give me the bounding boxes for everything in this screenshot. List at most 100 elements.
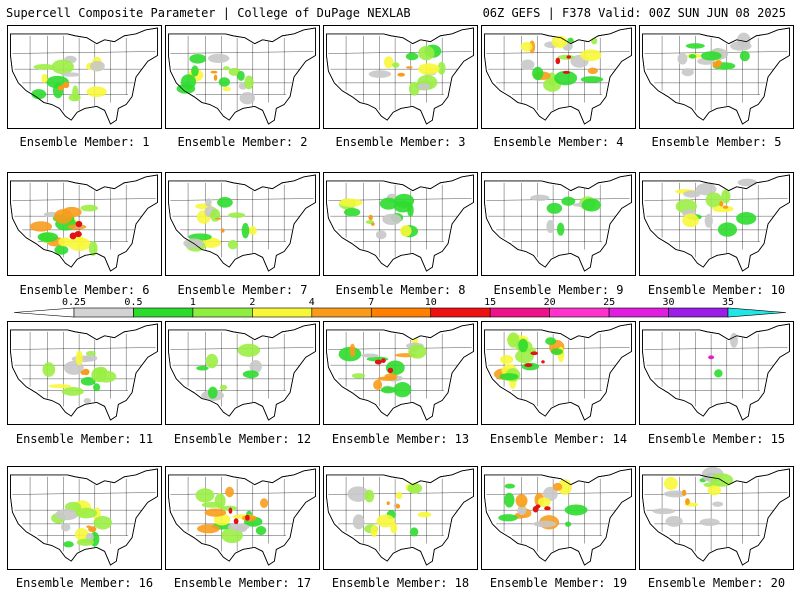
scp-contour bbox=[700, 51, 722, 61]
scp-contour bbox=[228, 67, 241, 76]
ensemble-member-map bbox=[639, 466, 794, 570]
scp-contour bbox=[235, 525, 248, 533]
colorbar-tick-label: 20 bbox=[544, 297, 556, 308]
scp-contour bbox=[714, 369, 723, 378]
ensemble-member-label: Ensemble Member: 12 bbox=[173, 432, 312, 446]
scp-contour bbox=[217, 197, 233, 208]
scp-contour bbox=[580, 49, 602, 62]
scp-max-contour bbox=[220, 228, 225, 233]
scp-max-contour bbox=[715, 60, 722, 66]
scp-contour bbox=[241, 222, 250, 239]
scp-contour bbox=[564, 521, 572, 527]
scp-contour bbox=[244, 75, 254, 90]
ensemble-member-label: Ensemble Member: 5 bbox=[651, 135, 782, 149]
scp-contour bbox=[339, 198, 363, 207]
scp-contour bbox=[58, 237, 72, 247]
scp-contour bbox=[425, 66, 434, 73]
scp-contour bbox=[556, 222, 565, 236]
scp-contour bbox=[379, 197, 398, 210]
us-outline bbox=[484, 174, 632, 272]
scp-contour bbox=[29, 221, 53, 232]
scp-contour bbox=[237, 343, 261, 357]
scp-max-contour bbox=[530, 351, 539, 356]
us-outline-top bbox=[168, 27, 316, 125]
scp-contour bbox=[37, 232, 59, 242]
scp-max-contour bbox=[405, 66, 413, 69]
scp-contour bbox=[375, 230, 387, 240]
scp-contour bbox=[76, 236, 85, 247]
scp-contour bbox=[48, 384, 72, 389]
scp-contour bbox=[561, 196, 576, 206]
ensemble-member-label: Ensemble Member: 11 bbox=[15, 432, 154, 446]
ensemble-member-map bbox=[481, 466, 636, 570]
scp-contour bbox=[63, 541, 74, 548]
scp-contour bbox=[42, 362, 56, 377]
scp-contour bbox=[83, 398, 92, 404]
us-outline-top bbox=[10, 27, 158, 125]
scp-contour bbox=[364, 489, 375, 503]
colorbar-tick-label: 0.5 bbox=[124, 297, 142, 308]
us-outline-top bbox=[484, 323, 632, 421]
scp-contour bbox=[93, 515, 112, 530]
state-borders bbox=[328, 35, 472, 111]
colorbar-tick-label: 30 bbox=[663, 297, 675, 308]
colorbar-segment bbox=[668, 307, 729, 318]
scp-contour bbox=[520, 59, 535, 70]
us-outline-top bbox=[642, 468, 790, 566]
scp-max-contour bbox=[82, 368, 90, 376]
scp-contour bbox=[55, 508, 79, 521]
scp-max-contour bbox=[541, 360, 545, 364]
scp-max-contour bbox=[245, 514, 250, 521]
scp-contour bbox=[437, 61, 446, 75]
colorbar-segment bbox=[192, 307, 253, 318]
scp-contour bbox=[498, 514, 518, 522]
scp-contour bbox=[74, 528, 89, 541]
scp-contour bbox=[408, 344, 427, 359]
scp-contour bbox=[504, 492, 515, 508]
state-borders bbox=[644, 331, 788, 407]
scp-contour bbox=[688, 54, 697, 59]
scp-max-contour bbox=[368, 214, 373, 221]
us-outline-top bbox=[642, 27, 790, 125]
scp-contour bbox=[180, 74, 197, 90]
scp-max-contour bbox=[524, 363, 533, 368]
scp-contour bbox=[344, 208, 361, 217]
scp-contour bbox=[504, 483, 516, 489]
scp-contour bbox=[652, 508, 675, 515]
ensemble-member-label: Ensemble Member: 19 bbox=[489, 576, 628, 590]
us-outline-top bbox=[10, 174, 158, 272]
scp-contour bbox=[400, 225, 412, 237]
scp-contour bbox=[227, 239, 239, 250]
us-outline bbox=[326, 174, 474, 272]
scp-contour bbox=[368, 70, 392, 78]
scp-contour bbox=[699, 518, 720, 527]
scp-contour bbox=[394, 193, 415, 208]
scp-contour bbox=[207, 53, 230, 63]
ensemble-member-label: Ensemble Member: 7 bbox=[177, 283, 308, 297]
scp-contour bbox=[196, 524, 220, 534]
ensemble-member-label: Ensemble Member: 15 bbox=[647, 432, 786, 446]
scp-contour bbox=[213, 513, 231, 526]
ensemble-member-label: Ensemble Member: 8 bbox=[335, 283, 466, 297]
scp-contour bbox=[392, 62, 400, 68]
scp-contour bbox=[664, 490, 687, 498]
scp-contour bbox=[581, 198, 602, 212]
ensemble-member-map bbox=[7, 466, 162, 570]
ensemble-member-label: Ensemble Member: 18 bbox=[331, 576, 470, 590]
scp-contour bbox=[82, 354, 98, 362]
scp-contour bbox=[739, 50, 750, 62]
scp-contour bbox=[75, 350, 84, 366]
colorbar-tick-label: 2 bbox=[249, 297, 255, 308]
scp-contour bbox=[207, 386, 218, 399]
scp-contour bbox=[373, 379, 383, 390]
scp-max-contour bbox=[386, 501, 390, 505]
scp-contour bbox=[417, 82, 431, 91]
colorbar-tick-label: 10 bbox=[425, 297, 437, 308]
scp-max-contour bbox=[555, 57, 561, 65]
scp-max-contour bbox=[75, 220, 83, 228]
scp-max-contour bbox=[74, 231, 82, 238]
ensemble-member-map bbox=[481, 321, 636, 425]
us-outline-top bbox=[168, 468, 316, 566]
scp-contour bbox=[530, 194, 550, 201]
scp-contour bbox=[717, 222, 738, 237]
